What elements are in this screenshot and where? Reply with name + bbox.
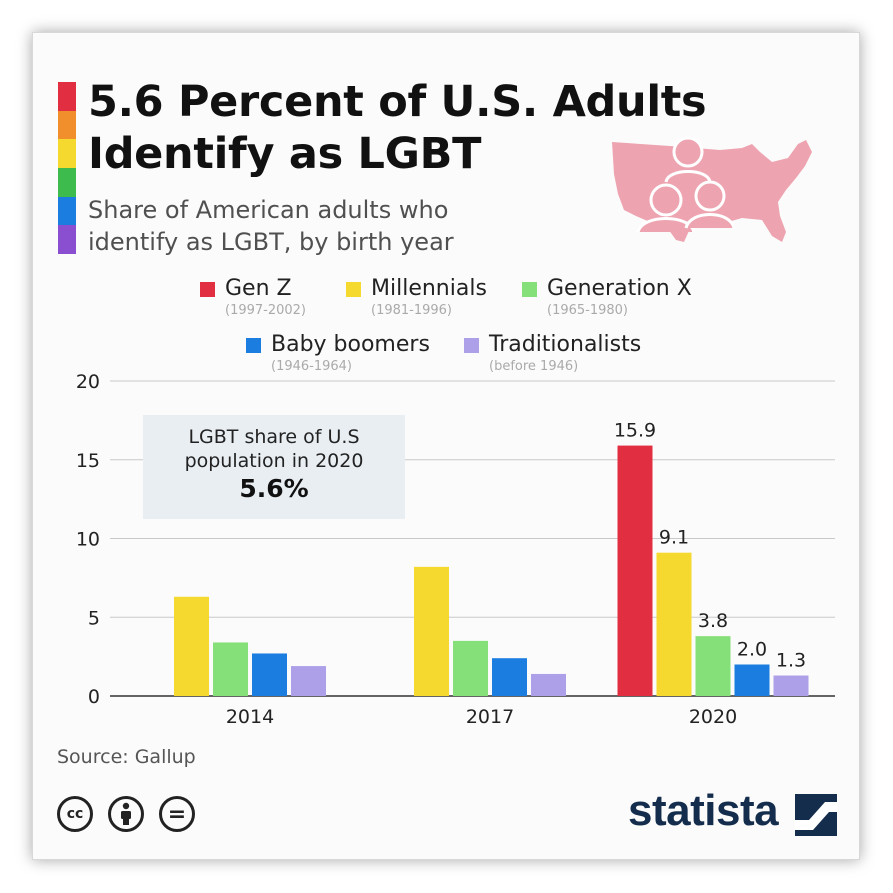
data-label: 9.1 (659, 527, 689, 549)
nd-equals-icon[interactable]: = (159, 796, 195, 832)
source-text: Source: Gallup (57, 746, 196, 768)
legend-label: Traditionalists (489, 332, 642, 357)
bar-2014-generation-x (213, 642, 248, 696)
y-tick-label: 5 (88, 607, 100, 629)
bar-2017-millennials (414, 566, 449, 696)
stripe-red (58, 82, 76, 111)
x-tick-label: 2014 (226, 706, 274, 728)
title-line-2: Identify as LGBT (88, 129, 482, 179)
callout-box: LGBT share of U.S population in 2020 5.6… (143, 415, 405, 519)
stripe-orange (58, 110, 76, 140)
legend-range: (1981-1996) (371, 303, 453, 318)
legend-swatch (200, 282, 215, 297)
legend-label: Generation X (547, 276, 692, 301)
person-glyph-icon (121, 802, 131, 825)
legend-range: (1965-1980) (547, 303, 629, 318)
x-tick-label: 2017 (466, 706, 514, 728)
rainbow-stripes (58, 82, 76, 254)
people-icon (636, 136, 736, 233)
callout-line-1: LGBT share of U.S (188, 426, 360, 448)
legend-label: Gen Z (225, 276, 292, 301)
bar-2014-millennials (174, 596, 209, 696)
legend-label: Baby boomers (271, 332, 430, 357)
data-label: 1.3 (776, 650, 806, 672)
bar-2017-baby-boomers (492, 658, 527, 696)
y-tick-label: 0 (88, 686, 100, 708)
legend-label: Millennials (371, 276, 487, 301)
y-tick-label: 10 (76, 529, 100, 551)
stripe-blue (58, 196, 76, 226)
callout-value: 5.6% (239, 474, 309, 503)
bar-2020-generation-x (695, 636, 731, 696)
bar-2020-gen-z (617, 445, 653, 696)
subtitle-line-1: Share of American adults who (88, 196, 449, 224)
bar-2017-traditionalists (531, 673, 566, 696)
us-map-people-icon (612, 136, 812, 242)
bar-2014-traditionalists (291, 666, 326, 696)
y-tick-label: 20 (76, 371, 100, 393)
statista-logo-icon (795, 794, 837, 836)
bar-2017-generation-x (453, 640, 488, 696)
stripe-yellow (58, 139, 76, 168)
callout-line-2: population in 2020 (184, 450, 364, 472)
by-person-icon[interactable] (108, 796, 144, 832)
legend-swatch (346, 282, 361, 297)
legend-range: (1997-2002) (225, 303, 307, 318)
cc-icon[interactable]: cc (57, 796, 93, 832)
legend-range: (before 1946) (489, 359, 579, 374)
legend-range: (1946-1964) (271, 359, 353, 374)
stripe-green (58, 167, 76, 197)
data-label: 15.9 (614, 420, 656, 442)
subtitle: Share of American adults who identify as… (88, 194, 454, 258)
bar-2020-millennials (656, 552, 692, 696)
title-line-1: 5.6 Percent of U.S. Adults (88, 77, 707, 127)
page-title: 5.6 Percent of U.S. Adults Identify as L… (88, 76, 707, 180)
stripe-purple (58, 225, 76, 254)
y-tick-label: 15 (76, 450, 100, 472)
x-tick-label: 2020 (689, 706, 737, 728)
bar-2020-baby-boomers (734, 664, 770, 696)
statista-logo-text: statista (628, 786, 779, 835)
legend-swatch (246, 338, 261, 353)
data-label: 2.0 (737, 639, 767, 661)
bar-2014-baby-boomers (252, 653, 287, 696)
bar-2020-traditionalists (773, 675, 809, 696)
subtitle-line-2: identify as LGBT, by birth year (88, 228, 454, 256)
legend-swatch (464, 338, 479, 353)
data-label: 3.8 (698, 610, 728, 632)
legend-swatch (522, 282, 537, 297)
